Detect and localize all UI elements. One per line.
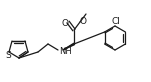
Text: Cl: Cl (112, 16, 120, 26)
Text: O: O (79, 17, 87, 26)
Polygon shape (64, 43, 74, 50)
Text: NH: NH (59, 47, 72, 56)
Text: S: S (5, 51, 11, 60)
Text: O: O (61, 19, 69, 27)
